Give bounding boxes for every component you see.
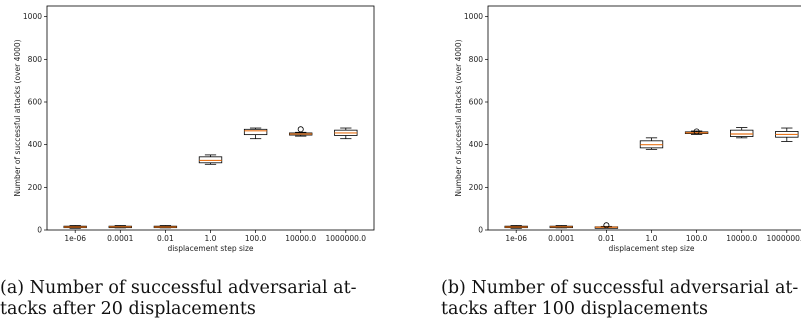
- x-axis-label: displacement step size: [608, 244, 694, 253]
- y-tick-label: 0: [37, 226, 42, 235]
- x-tick-label: 0.01: [598, 234, 615, 243]
- x-tick-label: 10000.0: [726, 234, 757, 243]
- box-100.0: [684, 128, 709, 135]
- caption-b: (b) Number of successful adversarial at-…: [441, 278, 798, 320]
- x-tick-label: 100.0: [686, 234, 708, 243]
- box-1000000.0: [334, 127, 358, 140]
- caption-a-line-1: (a) Number of successful adversarial at-: [0, 278, 357, 298]
- y-tick-label: 200: [28, 183, 43, 192]
- y-tick-label: 1000: [464, 12, 483, 21]
- outlier-point: [693, 128, 700, 135]
- x-tick-label: 1e-06: [64, 234, 86, 243]
- y-tick-label: 800: [28, 55, 43, 64]
- y-tick-label: 600: [28, 98, 43, 107]
- plot-frame: [46, 5, 375, 231]
- box-0.01: [594, 222, 619, 229]
- y-tick-label: 0: [478, 226, 483, 235]
- caption-b-line-2: tacks after 100 displacements: [441, 299, 709, 319]
- outlier-point: [297, 126, 304, 133]
- x-tick-label: 1000000.0: [326, 234, 367, 243]
- x-tick-label: 1.0: [646, 234, 658, 243]
- x-tick-label: 0.0001: [548, 234, 574, 243]
- box-100.0: [243, 127, 268, 140]
- box-0.0001: [108, 225, 132, 229]
- chart-panel-b: 0 200 400 600 800 1000 Number of successful at…: [454, 5, 801, 253]
- chart-panel-a: 0 200 400 600 800 1000 Number of successful at…: [13, 5, 375, 253]
- x-tick-label: 10000.0: [285, 234, 316, 243]
- plot-frame: [487, 5, 801, 231]
- x-tick-label: 1000000.0: [767, 234, 801, 243]
- x-tick-label: 1e-06: [505, 234, 527, 243]
- x-tick-label: 0.01: [157, 234, 174, 243]
- box-0.01: [153, 225, 178, 229]
- y-tick-label: 800: [469, 55, 484, 64]
- y-tick-label: 1000: [23, 12, 42, 21]
- y-axis-label: Number of successful attacks (over 4000): [13, 39, 22, 196]
- box-1000000.0: [775, 127, 799, 142]
- box-1e-06: [63, 225, 87, 229]
- box-10000.0: [289, 126, 313, 137]
- box-1.0: [198, 154, 223, 165]
- caption-a: (a) Number of successful adversarial at-…: [0, 278, 357, 320]
- y-axis-label: Number of successful attacks (over 4000): [454, 39, 463, 196]
- box-body: [198, 156, 223, 164]
- outlier-point: [603, 222, 610, 229]
- box-0.0001: [549, 225, 573, 229]
- y-tick-label: 200: [469, 183, 484, 192]
- box-1.0: [639, 137, 664, 150]
- y-tick-label: 600: [469, 98, 484, 107]
- x-tick-label: 100.0: [245, 234, 267, 243]
- y-tick-label: 400: [469, 140, 484, 149]
- caption-a-line-2: tacks after 20 displacements: [0, 299, 256, 319]
- y-tick-label: 400: [28, 140, 43, 149]
- x-axis-label: displacement step size: [167, 244, 253, 253]
- box-body: [730, 129, 754, 137]
- x-tick-label: 1.0: [205, 234, 217, 243]
- x-tick-label: 0.0001: [107, 234, 133, 243]
- box-1e-06: [504, 225, 528, 229]
- box-body: [243, 128, 268, 136]
- caption-b-line-1: (b) Number of successful adversarial at-: [441, 278, 799, 298]
- box-10000.0: [730, 127, 754, 139]
